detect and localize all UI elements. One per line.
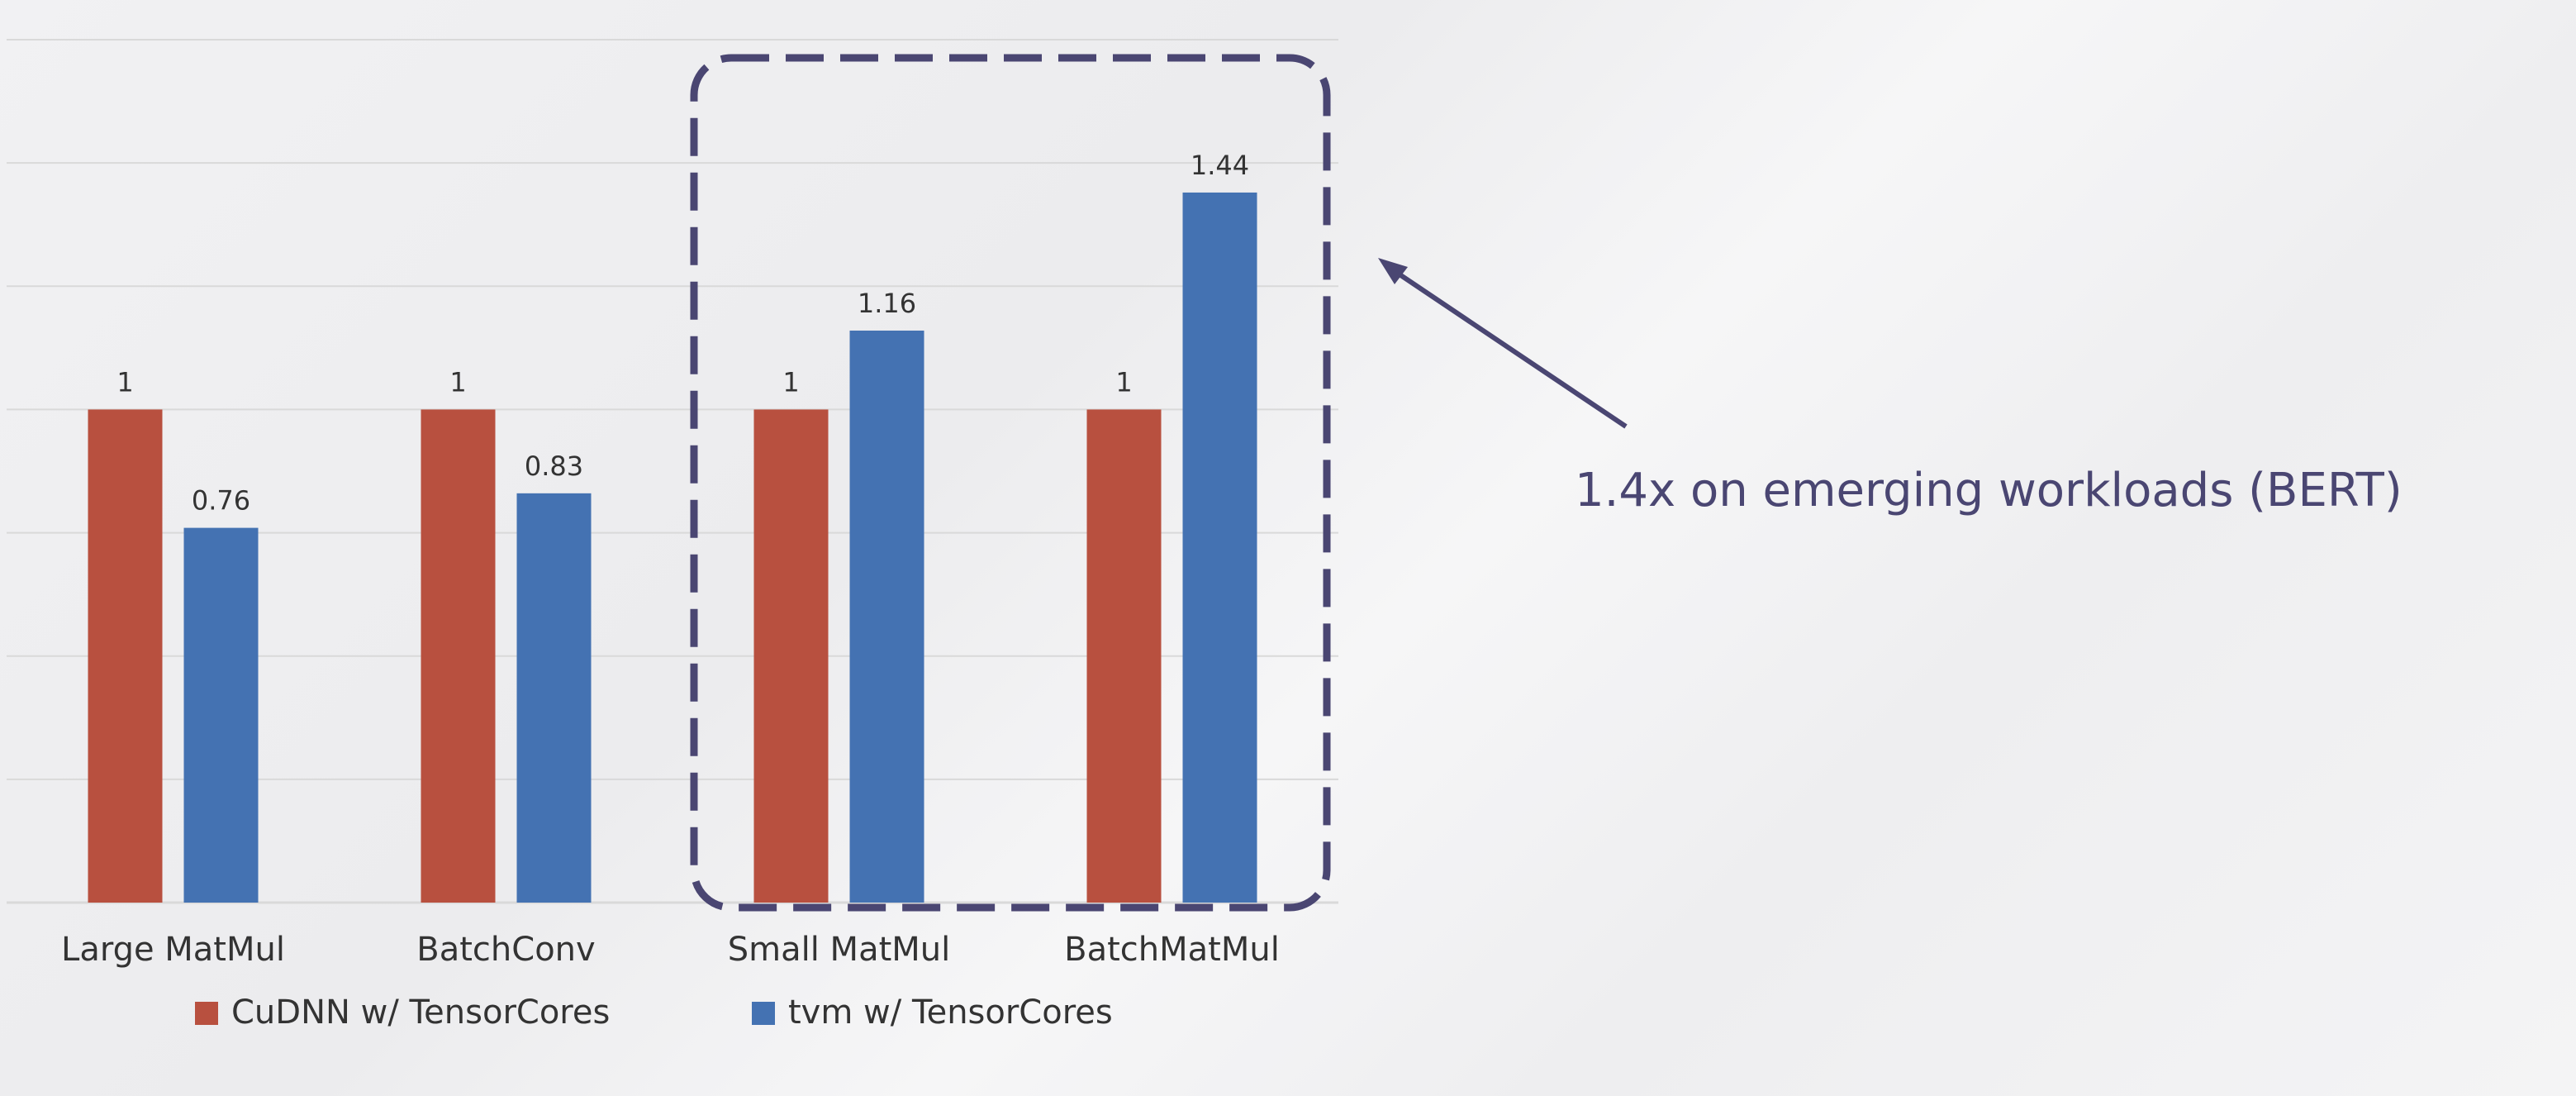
legend-label: tvm w/ TensorCores [788,994,1113,1032]
bar-tvm-batchconv [516,493,592,903]
data-label: 0.83 [525,450,583,482]
x-tick-label: Small MatMul [728,931,951,969]
x-tick-labels: Large MatMul BatchConv Small MatMul BatchMa… [61,931,1280,969]
bar-cudnn-large-matmul [88,409,163,903]
data-label: 0.76 [192,485,250,517]
data-label: 1 [782,366,799,398]
annotation-text: 1.4x on emerging workloads (BERT) [1575,464,2403,517]
bar-tvm-small-matmul [849,330,924,903]
data-label: 1.44 [1191,150,1249,181]
legend: CuDNN w/ TensorCores tvm w/ TensorCores [195,994,1113,1032]
legend-label: CuDNN w/ TensorCores [231,994,610,1032]
bar-cudnn-batchconv [421,409,496,903]
data-labels: 1 0.76 1 0.83 1 1.16 1 1.44 [116,150,1249,517]
data-label: 1.16 [858,288,916,319]
bar-cudnn-batchmatmul [1086,409,1162,903]
x-tick-label: BatchConv [416,931,595,969]
highlight-dashed-box [690,54,1331,912]
x-tick-label: Large MatMul [61,931,285,969]
data-label: 1 [1115,366,1132,398]
data-label: 1 [449,366,466,398]
data-label: 1 [116,366,133,398]
x-tick-label: BatchMatMul [1064,931,1280,969]
bar-tvm-batchmatmul [1182,192,1257,903]
legend-swatch [752,1002,775,1025]
bars [88,192,1257,903]
legend-swatch [195,1002,218,1025]
annotation-arrow [1378,258,1628,429]
bar-cudnn-small-matmul [753,409,829,903]
bar-tvm-large-matmul [183,527,259,903]
